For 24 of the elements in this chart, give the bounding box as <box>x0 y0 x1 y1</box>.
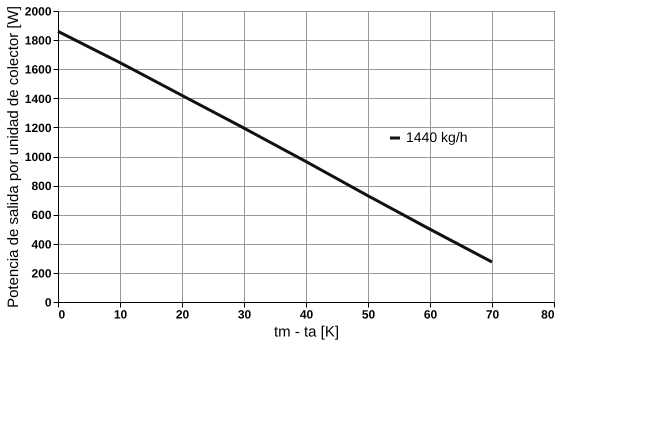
x-tick-label: 20 <box>176 308 190 322</box>
y-tick-label: 1600 <box>24 62 52 77</box>
x-tick-label: 50 <box>362 308 376 322</box>
y-tick-label: 1200 <box>24 120 52 135</box>
y-tick-label: 600 <box>31 208 52 222</box>
x-tick-label: 40 <box>300 308 314 322</box>
x-tick-label: 0 <box>58 308 66 322</box>
y-tick-label: 800 <box>31 179 52 194</box>
x-tick-label: 80 <box>541 308 555 322</box>
y-tick-label: 1800 <box>24 34 52 48</box>
y-tick-label: 400 <box>31 237 52 252</box>
y-tick-label: 1400 <box>24 92 52 106</box>
y-tick-label: 200 <box>31 266 52 280</box>
x-tick-label: 30 <box>238 308 252 322</box>
legend-label: 1440 kg/h <box>406 129 468 145</box>
x-tick-label: 60 <box>424 308 438 322</box>
line-series <box>56 30 494 264</box>
y-axis-title: Potencia de salida por unidad de colector [W] <box>4 6 22 308</box>
x-tick-label: 70 <box>486 308 500 322</box>
y-tick-label: 0 <box>44 296 52 310</box>
y-tick-label: 2000 <box>24 4 52 18</box>
y-tick-label: 1000 <box>24 150 52 164</box>
x-tick-label: 10 <box>114 308 128 322</box>
x-axis-title: tm - ta [K] <box>274 324 340 340</box>
